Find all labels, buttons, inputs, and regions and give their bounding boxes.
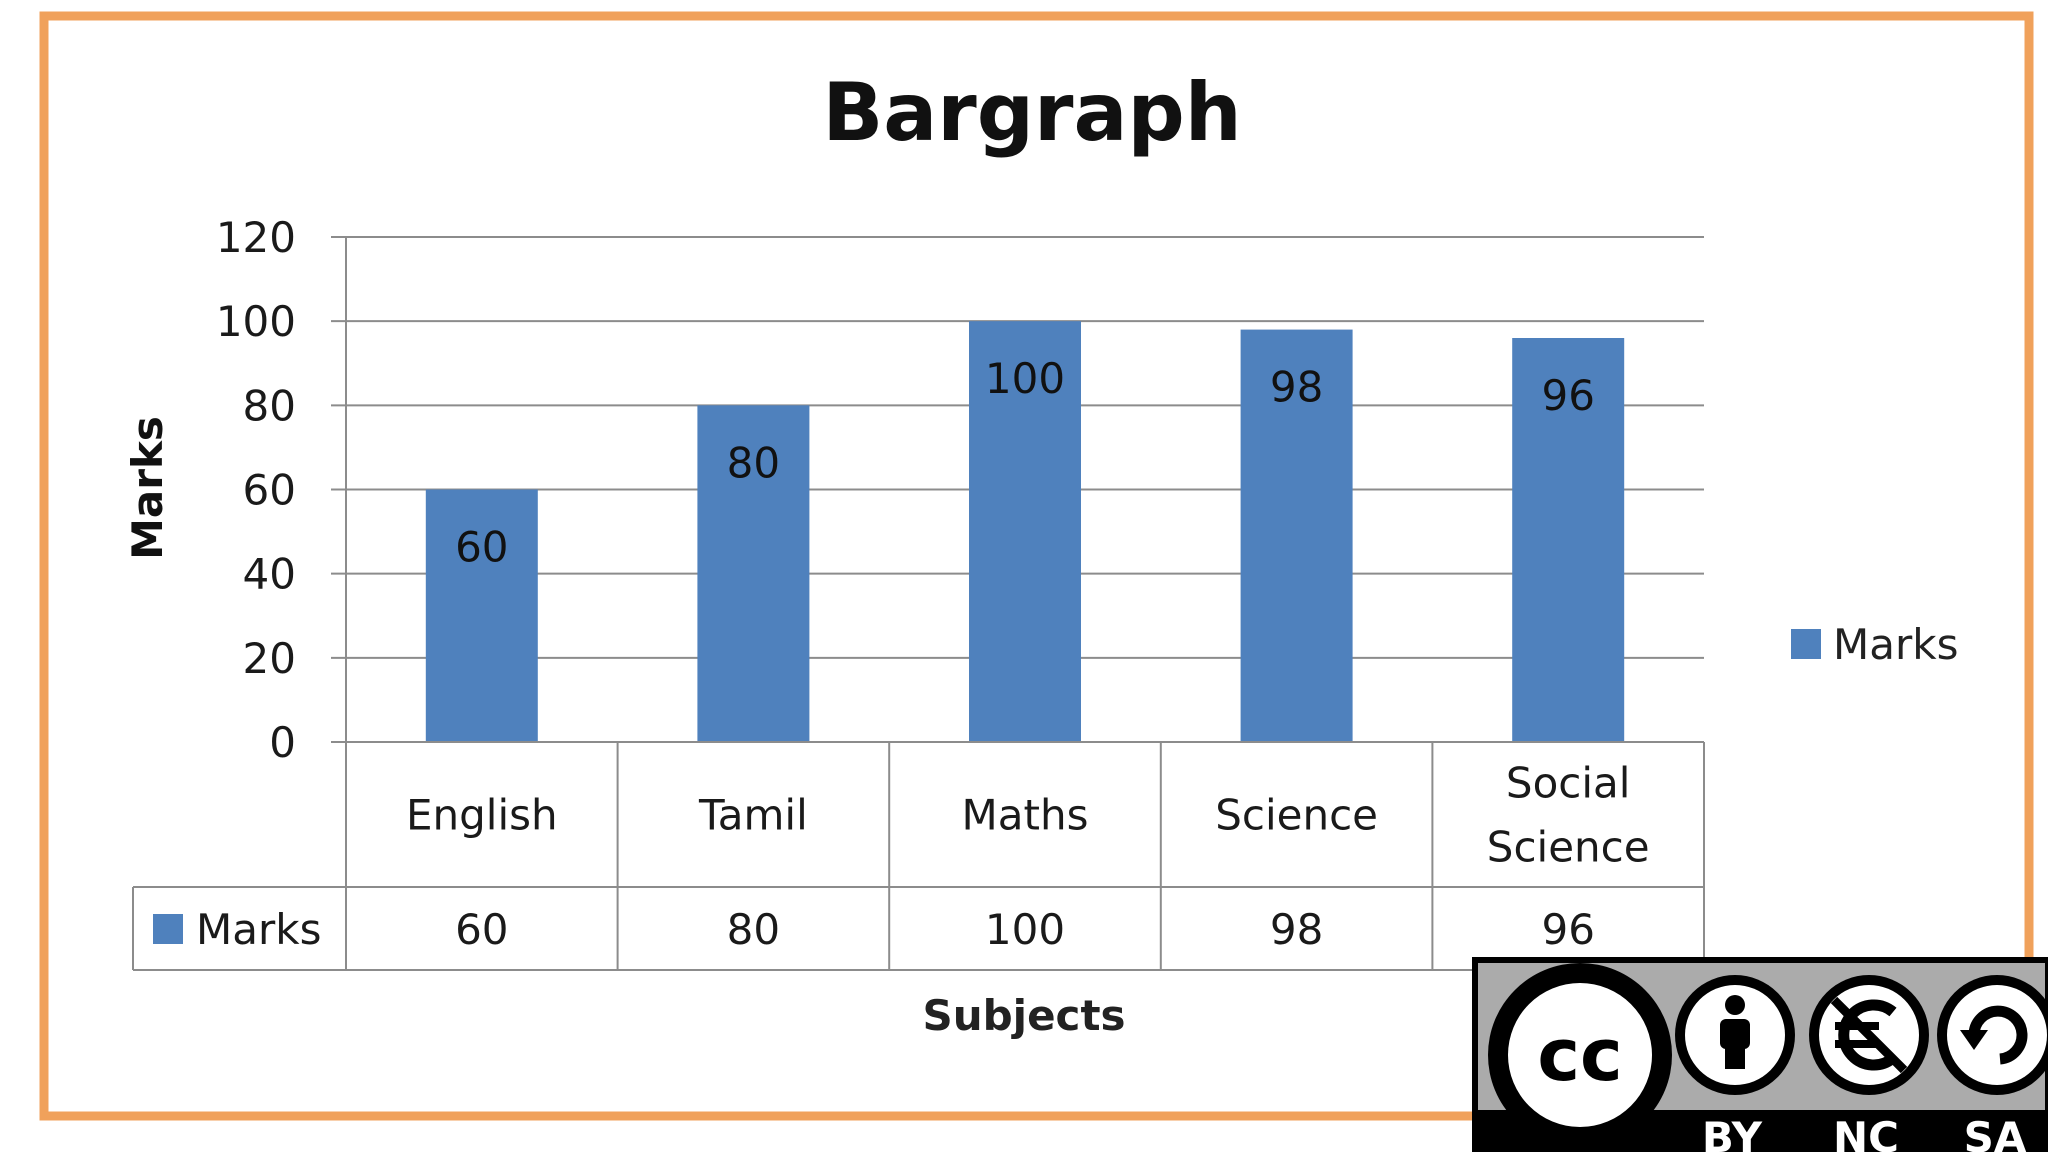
- badge-label-by: BY: [1702, 1113, 1763, 1152]
- data-label: 98: [1270, 363, 1323, 412]
- badge-label-sa: SA: [1964, 1113, 2027, 1152]
- y-tick-label: 20: [243, 634, 296, 683]
- table-value-cell: 80: [727, 905, 780, 954]
- data-label: 60: [455, 523, 508, 572]
- table-legend-swatch: [153, 914, 183, 944]
- x-category-label: Science: [1487, 823, 1650, 872]
- y-tick-label: 120: [216, 213, 296, 262]
- y-tick-label: 0: [269, 718, 296, 767]
- table-series-label: Marks: [196, 905, 321, 954]
- table-value-cell: 60: [455, 905, 508, 954]
- data-label: 80: [727, 438, 780, 487]
- bar: [1240, 329, 1353, 742]
- legend-swatch: [1791, 629, 1821, 659]
- badge-label-nc: NC: [1833, 1113, 1899, 1152]
- x-axis-label: Subjects: [922, 991, 1125, 1040]
- x-category-label: Maths: [962, 791, 1089, 840]
- by-person-icon: [1675, 975, 1795, 1095]
- license-badge: cc BY NC SA: [1472, 957, 2048, 1157]
- legend: Marks: [1791, 620, 1958, 669]
- y-tick-label: 100: [216, 297, 296, 346]
- table-value-cell: 100: [985, 905, 1065, 954]
- x-category-label: Tamil: [698, 791, 808, 840]
- svg-text:cc: cc: [1537, 1013, 1622, 1097]
- y-tick-label: 40: [243, 550, 296, 599]
- bars: 60 80 100 98 96: [425, 321, 1625, 742]
- cc-icon: cc: [1488, 963, 1672, 1147]
- legend-label: Marks: [1833, 620, 1958, 669]
- x-category-label: Social: [1506, 759, 1631, 808]
- bar: [969, 321, 1081, 742]
- x-category-label: English: [406, 791, 558, 840]
- sa-share-icon: [1937, 975, 2048, 1095]
- y-tick-label: 80: [243, 381, 296, 430]
- chart-title: Bargraph: [822, 66, 1241, 159]
- data-label: 100: [985, 354, 1065, 403]
- y-axis-label: Marks: [123, 416, 172, 560]
- data-label: 96: [1541, 371, 1594, 420]
- bar: [425, 489, 538, 742]
- nc-euro-icon: [1809, 975, 1929, 1095]
- table-value-cell: 98: [1270, 905, 1323, 954]
- bar: [1512, 338, 1625, 742]
- table-value-cell: 96: [1541, 905, 1594, 954]
- x-category-label: Science: [1215, 791, 1378, 840]
- y-tick-label: 60: [243, 466, 296, 515]
- bar: [697, 405, 810, 742]
- data-table: English Tamil Maths Science Social Science Mar…: [132, 741, 1705, 971]
